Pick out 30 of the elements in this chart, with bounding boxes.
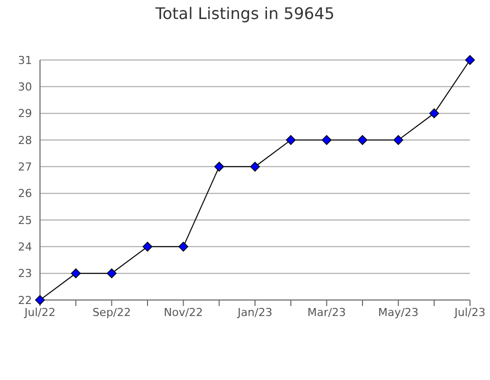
y-tick-label: 29 (18, 107, 32, 120)
point (70, 268, 81, 278)
x-tick-label: May/23 (378, 306, 419, 319)
y-tick-label: 31 (18, 54, 32, 67)
point (106, 268, 117, 278)
y-tick-label: 24 (18, 240, 32, 254)
point (214, 162, 224, 172)
y-tick-label: 27 (18, 160, 32, 174)
point (465, 55, 475, 65)
x-tick-label: Sep/22 (92, 306, 131, 319)
chart-title: Total Listings in 59645 (154, 4, 336, 23)
x-tick-label: Jul/23 (454, 306, 486, 319)
point (178, 242, 188, 252)
point (286, 135, 296, 145)
y-tick-label: 23 (18, 267, 32, 280)
y-tick-label: 25 (18, 214, 32, 227)
x-tick-label: Jan/23 (236, 306, 272, 319)
point (250, 162, 260, 172)
x-tick-label: Nov/22 (164, 306, 203, 319)
point (142, 242, 152, 252)
point (358, 135, 368, 145)
y-tick-label: 26 (18, 187, 32, 200)
x-tick-label: Mar/23 (307, 306, 346, 319)
y-tick-label: 28 (18, 134, 32, 147)
point (429, 108, 440, 118)
y-tick-label: 30 (18, 80, 32, 94)
x-tick-label: Jul/22 (24, 306, 56, 319)
y-tick-label: 22 (18, 294, 32, 307)
point (393, 135, 404, 145)
point (322, 135, 332, 145)
